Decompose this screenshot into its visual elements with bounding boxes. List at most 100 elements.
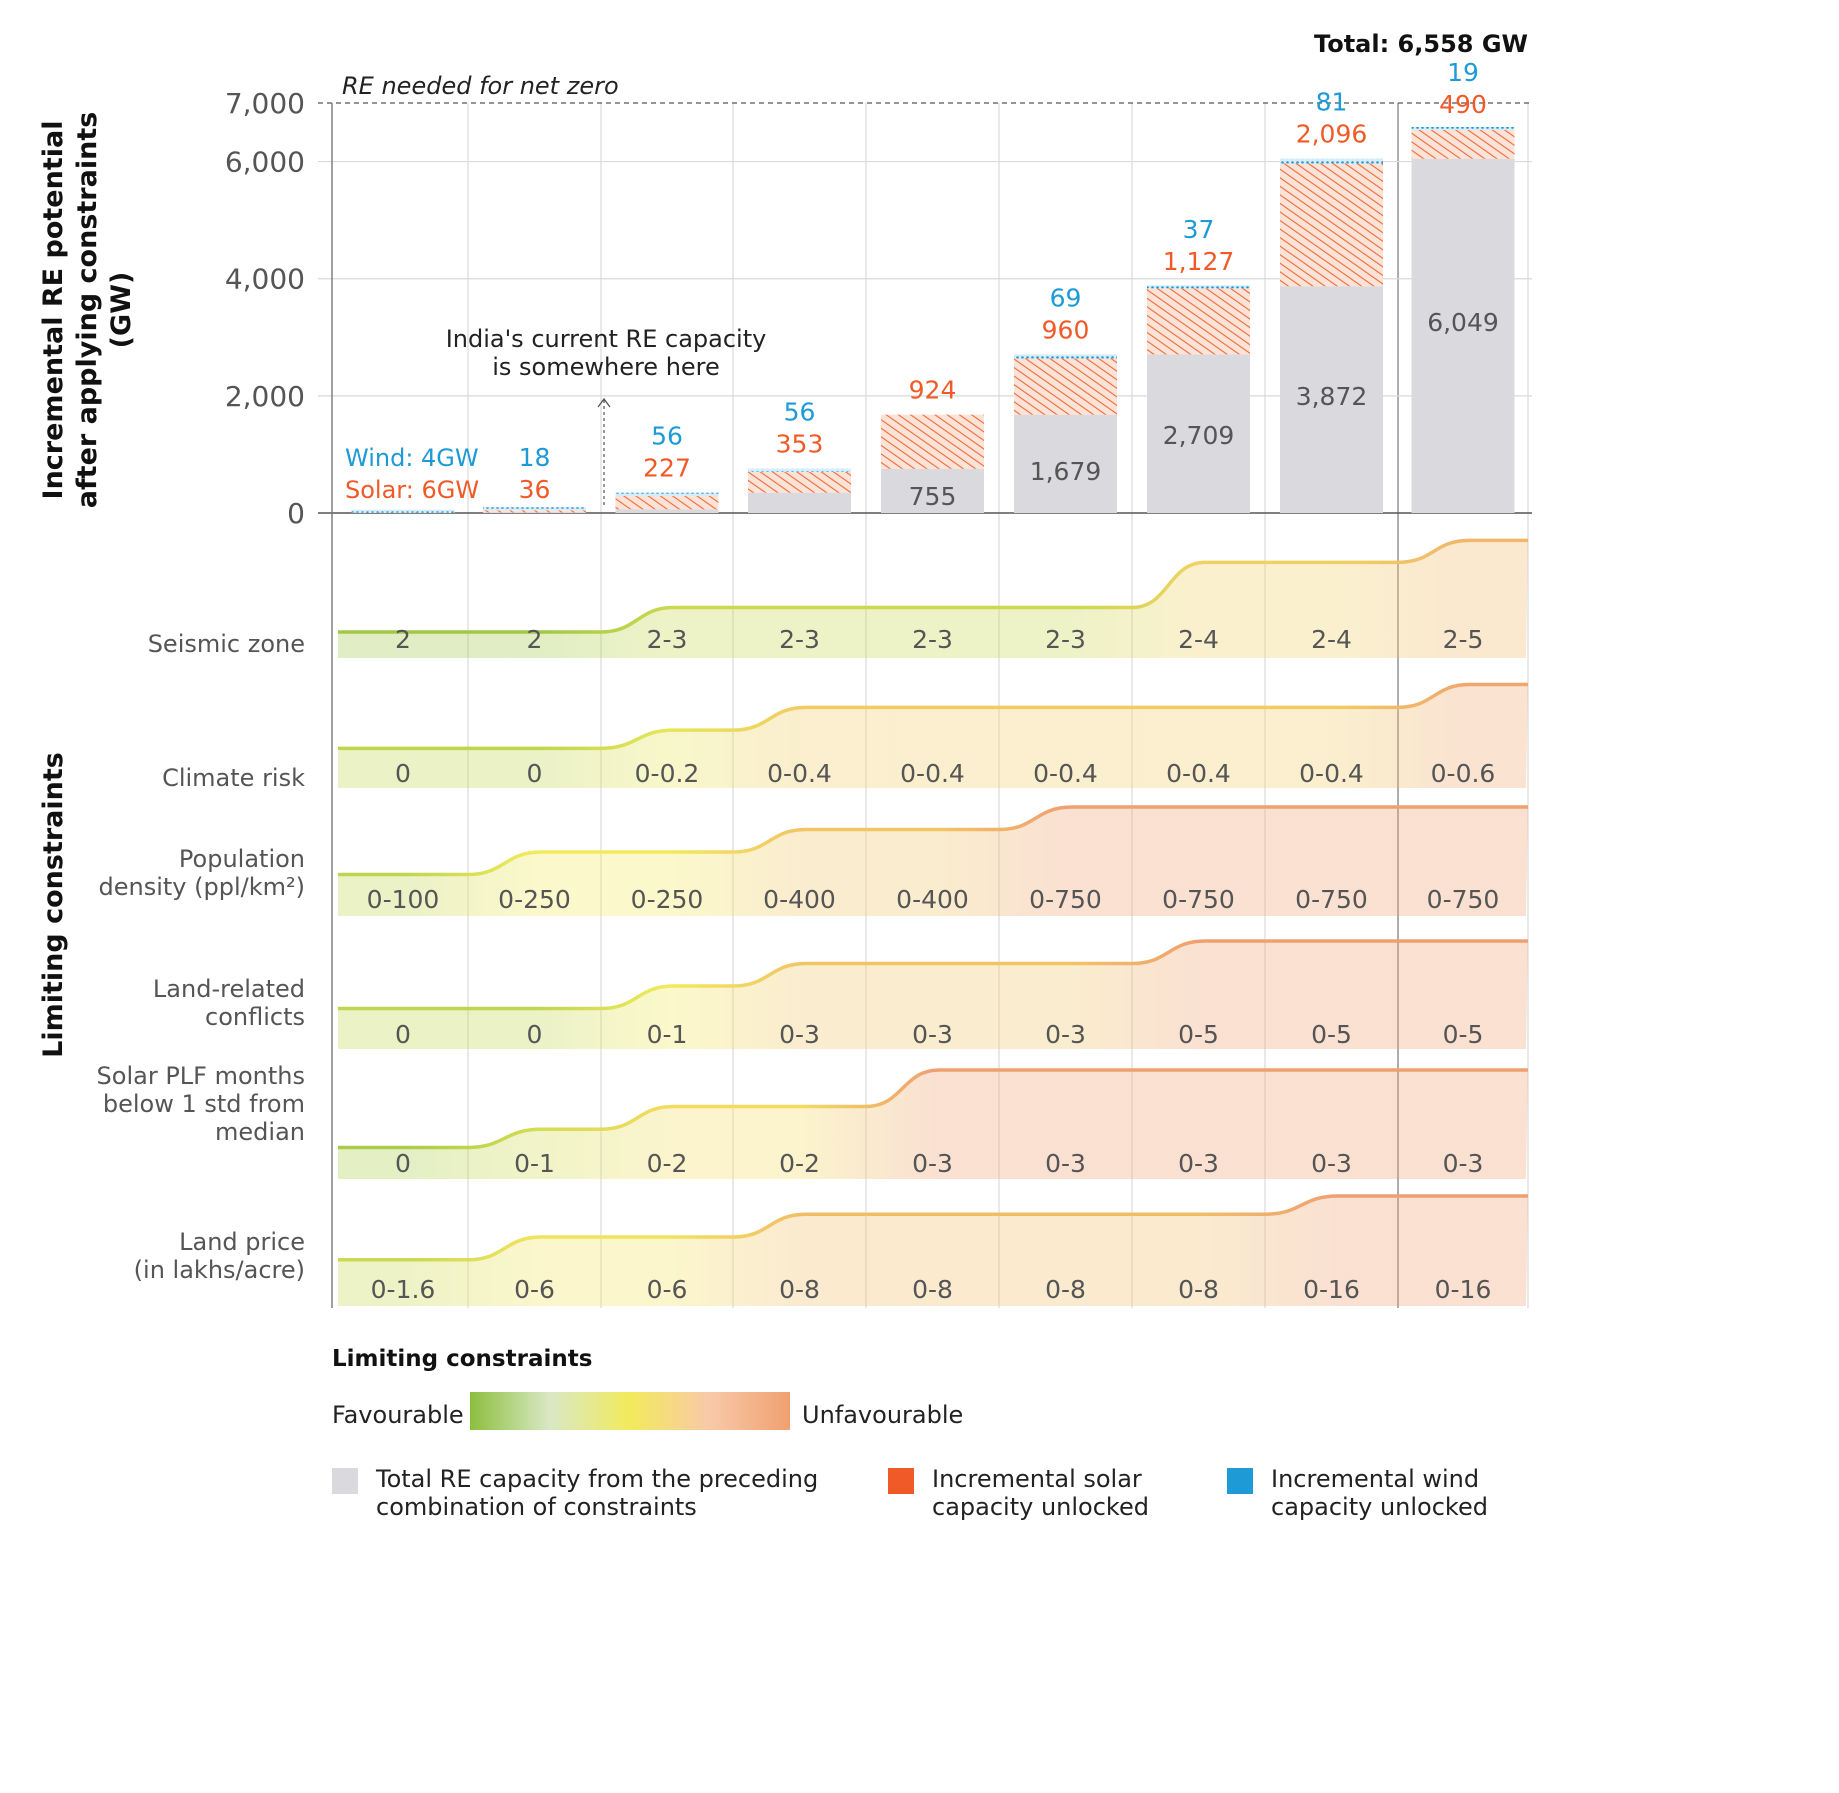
bar-solar bbox=[483, 510, 586, 513]
solar-label: 36 bbox=[519, 475, 551, 504]
constraint-value: 0-3 bbox=[1443, 1149, 1484, 1178]
base-label: 2,709 bbox=[1163, 421, 1235, 450]
wind-label: Wind: 4GW bbox=[345, 444, 479, 472]
y-tick-label: 7,000 bbox=[225, 87, 305, 120]
constraint-value: 0-5 bbox=[1311, 1020, 1352, 1049]
constraint-label: Population bbox=[179, 845, 305, 873]
constraint-value: 0-250 bbox=[631, 885, 704, 914]
reference-line-label: RE needed for net zero bbox=[342, 72, 619, 100]
constraint-label: (in lakhs/acre) bbox=[134, 1256, 305, 1284]
constraint-value: 0-750 bbox=[1427, 885, 1500, 914]
solar-label: 227 bbox=[643, 454, 691, 483]
constraint-band-fill bbox=[338, 941, 1528, 1049]
constraint-band-fill bbox=[338, 684, 1528, 788]
constraint-band-line bbox=[338, 682, 1528, 751]
constraint-band-fill bbox=[338, 807, 1528, 916]
constraint-value: 0-6 bbox=[514, 1275, 555, 1304]
constraint-value: 2-3 bbox=[912, 625, 953, 654]
constraint-value: 0-3 bbox=[912, 1149, 953, 1178]
constraint-value: 0 bbox=[395, 1149, 411, 1178]
legend-swatch bbox=[888, 1468, 914, 1494]
constraint-value: 0-8 bbox=[779, 1275, 820, 1304]
bar-base bbox=[1280, 286, 1383, 513]
y-axis-title: Incremental RE potential after applying c… bbox=[38, 112, 137, 509]
constraint-band-line bbox=[338, 939, 1528, 1011]
y-tick-label: 6,000 bbox=[225, 146, 305, 179]
legend-item-label: combination of constraints bbox=[376, 1493, 697, 1521]
bar-base bbox=[1411, 158, 1515, 514]
constraint-label: conflicts bbox=[205, 1003, 305, 1031]
bar-wind bbox=[351, 509, 455, 513]
constraint-value: 0-0.4 bbox=[900, 759, 965, 788]
constraint-label: Land price bbox=[179, 1228, 305, 1256]
bar-solar bbox=[1280, 163, 1383, 287]
y-tick-label: 2,000 bbox=[225, 380, 305, 413]
constraint-value: 2 bbox=[395, 625, 411, 654]
bar-base bbox=[1014, 414, 1117, 513]
constraint-value: 0-16 bbox=[1303, 1275, 1360, 1304]
constraint-value: 2-4 bbox=[1311, 625, 1352, 654]
wind-label: 81 bbox=[1316, 88, 1348, 117]
y-axis-title-line: after applying constraints bbox=[72, 112, 103, 509]
bar-solar bbox=[1147, 288, 1250, 355]
bar-base bbox=[881, 468, 984, 513]
constraint-value: 0-8 bbox=[912, 1275, 953, 1304]
constraint-band-line bbox=[338, 805, 1528, 877]
solar-label: 1,127 bbox=[1163, 247, 1235, 276]
legend-gradient-bar bbox=[470, 1392, 790, 1430]
bar-solar bbox=[1014, 358, 1117, 415]
base-label: 755 bbox=[909, 482, 957, 511]
constraint-bands-layer bbox=[338, 538, 1528, 1306]
constraint-value: 0-16 bbox=[1435, 1275, 1492, 1304]
constraint-value: 0-100 bbox=[367, 885, 440, 914]
y-axis-title-line: (GW) bbox=[106, 272, 137, 349]
bar-solar bbox=[748, 472, 851, 493]
bar-wind bbox=[483, 507, 586, 511]
legend-item-label: Incremental wind bbox=[1271, 1465, 1479, 1493]
legend-item-label: capacity unlocked bbox=[932, 1493, 1149, 1521]
solar-label: 2,096 bbox=[1296, 120, 1368, 149]
legend-item-label: Incremental solar bbox=[932, 1465, 1142, 1493]
legend-item-label: Total RE capacity from the preceding bbox=[375, 1465, 818, 1493]
constraint-label: Seismic zone bbox=[148, 630, 305, 658]
base-label: 6,049 bbox=[1427, 308, 1499, 337]
bar-wind bbox=[748, 468, 851, 472]
y-tick-label: 4,000 bbox=[225, 263, 305, 296]
constraint-value: 0-8 bbox=[1045, 1275, 1086, 1304]
constraint-value: 0 bbox=[395, 1020, 411, 1049]
constraint-value: 2-3 bbox=[779, 625, 820, 654]
constraint-value: 0-1 bbox=[647, 1020, 688, 1049]
constraint-value: 2-3 bbox=[647, 625, 688, 654]
constraint-value: 0-0.4 bbox=[1033, 759, 1098, 788]
constraint-value: 0-2 bbox=[779, 1149, 820, 1178]
constraint-value: 0-3 bbox=[1178, 1149, 1219, 1178]
bar-solar bbox=[881, 414, 984, 469]
wind-label: 18 bbox=[519, 443, 551, 472]
bar-wind bbox=[1014, 354, 1117, 359]
constraint-label: Solar PLF months bbox=[97, 1062, 305, 1090]
constraint-value: 0-2 bbox=[647, 1149, 688, 1178]
solar-label: Solar: 6GW bbox=[345, 476, 479, 504]
constraint-value: 2 bbox=[527, 625, 543, 654]
bar-base bbox=[748, 492, 851, 513]
constraint-value: 0-400 bbox=[763, 885, 836, 914]
bar-wind bbox=[615, 492, 719, 496]
legend-swatch bbox=[1227, 1468, 1253, 1494]
constraint-value: 0-3 bbox=[912, 1020, 953, 1049]
annotation-arrowhead bbox=[597, 397, 611, 408]
text-layer: 0 2,000 4,000 6,000 7,000 RE needed for net z… bbox=[38, 30, 1528, 1521]
solar-label: 490 bbox=[1439, 90, 1487, 119]
constraint-value: 0-0.2 bbox=[635, 759, 700, 788]
constraint-value: 0-0.6 bbox=[1431, 759, 1496, 788]
constraint-label: below 1 std from bbox=[103, 1090, 305, 1118]
base-label: 1,679 bbox=[1030, 457, 1102, 486]
constraint-value: 0-0.4 bbox=[1166, 759, 1231, 788]
wind-label: 19 bbox=[1447, 58, 1479, 87]
constraint-value: 0-0.4 bbox=[1299, 759, 1364, 788]
legend-unfavourable: Unfavourable bbox=[802, 1401, 963, 1429]
wind-label: 56 bbox=[651, 422, 683, 451]
constraint-value: 0-3 bbox=[1311, 1149, 1352, 1178]
constraint-label: density (ppl/km²) bbox=[99, 873, 305, 901]
